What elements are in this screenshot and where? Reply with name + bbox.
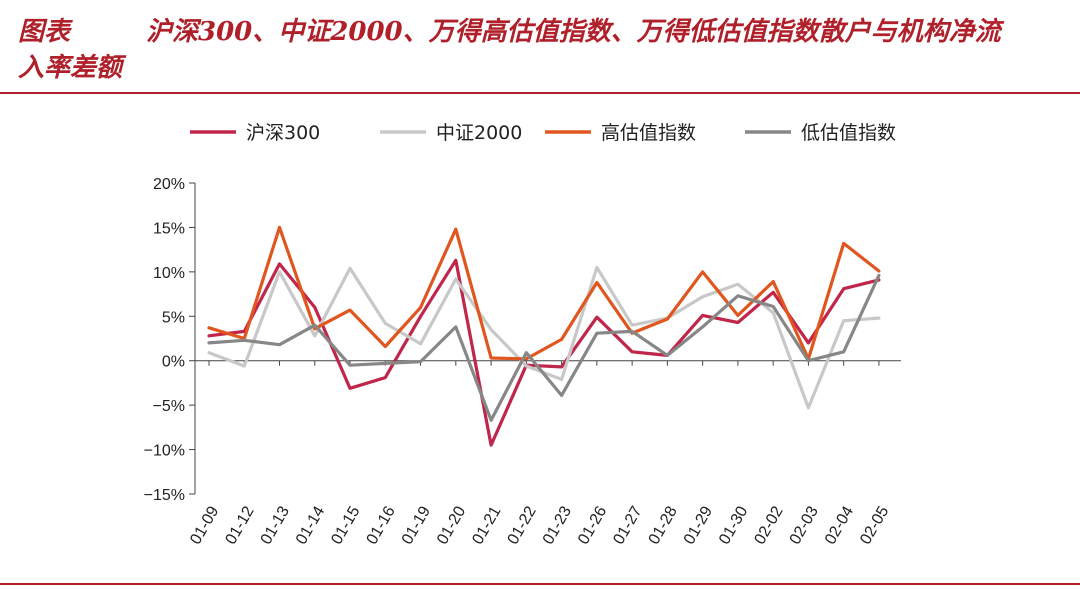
x-tick-label: 01-12 [223, 503, 258, 547]
x-tick-label: 02-02 [751, 503, 786, 547]
x-tick-label: 01-26 [575, 503, 610, 547]
y-tick-label: −5% [153, 398, 185, 415]
series-line-1 [207, 258, 881, 447]
top-divider [0, 92, 1080, 94]
series-line-4 [207, 273, 881, 422]
series-line-2 [207, 265, 881, 410]
legend-label: 中证2000 [436, 122, 522, 144]
y-tick-label: 0% [162, 354, 185, 371]
series-line-3 [207, 225, 881, 361]
x-tick-label: 01-27 [610, 503, 645, 547]
legend-label: 低估值指数 [801, 122, 896, 144]
x-tick-label: 01-09 [187, 503, 222, 547]
x-tick-label: 01-19 [399, 503, 434, 547]
chart-title: 图表 沪深300、中证2000、万得高估值指数、万得低估值指数散户与机构净流 入率… [18, 14, 1068, 86]
x-tick-label: 02-04 [822, 503, 857, 547]
x-tick-label: 01-13 [258, 503, 293, 547]
y-tick-label: 10% [153, 265, 185, 282]
y-tick-label: −15% [144, 487, 185, 504]
x-tick-label: 01-30 [716, 503, 751, 547]
x-tick-label: 01-15 [328, 503, 363, 547]
title-line-2: 入率差额 [18, 53, 123, 83]
x-tick-label: 02-03 [787, 503, 822, 547]
legend-label: 高估值指数 [601, 122, 696, 144]
x-tick-label: 01-28 [646, 503, 681, 547]
bottom-divider [0, 583, 1080, 585]
x-tick-label: 01-29 [681, 503, 716, 547]
title-line-1: 图表 沪深300、中证2000、万得高估值指数、万得低估值指数散户与机构净流 [18, 14, 1068, 50]
x-tick-label: 01-22 [505, 503, 540, 547]
title-label: 图表 [18, 17, 71, 47]
y-tick-label: 15% [153, 220, 185, 237]
x-tick-label: 01-16 [364, 503, 399, 547]
x-tick-label: 02-05 [857, 503, 892, 547]
y-tick-label: 5% [162, 309, 185, 326]
legend-label: 沪深300 [246, 122, 320, 144]
title-text-1: 沪深300、中证2000、万得高估值指数、万得低估值指数散户与机构净流 [146, 17, 1001, 47]
x-tick-label: 01-23 [540, 503, 575, 547]
x-tick-label: 01-14 [293, 503, 328, 547]
y-tick-label: 20% [153, 176, 185, 193]
x-tick-label: 01-20 [434, 503, 469, 547]
y-tick-label: −10% [144, 443, 185, 460]
x-tick-label: 01-21 [469, 503, 504, 547]
